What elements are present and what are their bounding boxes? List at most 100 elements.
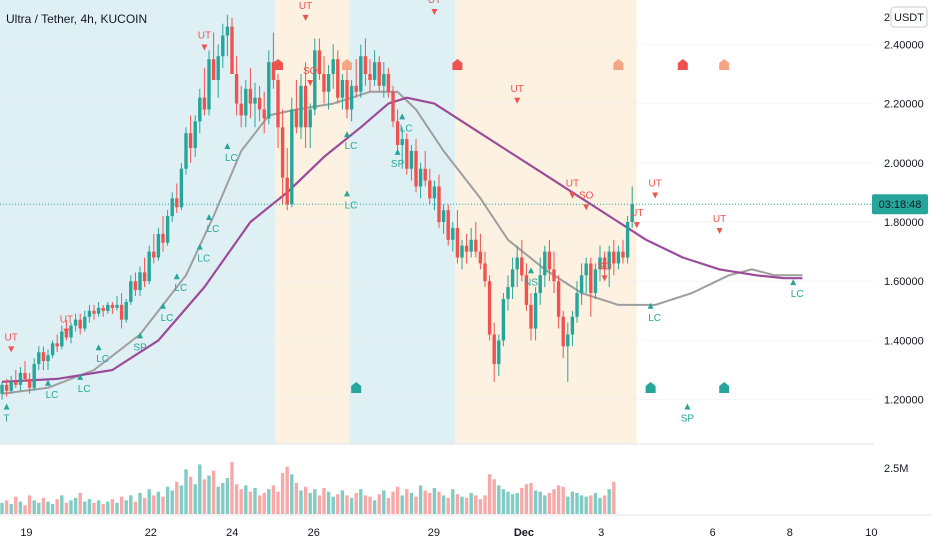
candle-body[interactable]	[593, 269, 598, 294]
candle-body[interactable]	[405, 139, 409, 169]
candle-body[interactable]	[331, 59, 335, 74]
candle-body[interactable]	[409, 150, 414, 169]
candle-body[interactable]	[115, 304, 119, 308]
candle-body[interactable]	[630, 204, 634, 222]
candle-body[interactable]	[575, 293, 579, 317]
candle-body[interactable]	[221, 35, 225, 57]
candle-body[interactable]	[363, 56, 368, 74]
candle-body[interactable]	[538, 275, 542, 294]
candle-body[interactable]	[152, 251, 156, 258]
candle-body[interactable]	[460, 245, 464, 258]
candle-body[interactable]	[478, 251, 483, 264]
candle-body[interactable]	[533, 293, 538, 329]
candle-body[interactable]	[349, 85, 354, 110]
candle-body[interactable]	[18, 372, 23, 385]
candle-body[interactable]	[193, 121, 197, 148]
candle-body[interactable]	[414, 150, 418, 187]
candle-body[interactable]	[110, 304, 115, 308]
candle-body[interactable]	[290, 109, 294, 205]
candle-body[interactable]	[244, 88, 248, 116]
candle-body[interactable]	[474, 239, 478, 252]
candle-body[interactable]	[386, 74, 391, 92]
candle-body[interactable]	[55, 343, 59, 347]
candle-body[interactable]	[510, 269, 515, 288]
candle-body[interactable]	[46, 355, 50, 362]
candle-body[interactable]	[506, 287, 510, 299]
candle-body[interactable]	[165, 216, 170, 243]
candle-body[interactable]	[359, 56, 363, 92]
candle-body[interactable]	[96, 307, 101, 314]
candle-body[interactable]	[377, 62, 381, 86]
candle-body[interactable]	[579, 275, 584, 294]
candle-body[interactable]	[73, 319, 78, 326]
candle-body[interactable]	[529, 304, 533, 329]
candle-body[interactable]	[27, 378, 32, 388]
candle-body[interactable]	[561, 316, 565, 347]
currency-badge[interactable]	[890, 6, 928, 28]
candle-body[interactable]	[257, 97, 262, 110]
candle-body[interactable]	[23, 372, 27, 379]
candle-body[interactable]	[589, 263, 593, 294]
candle-body[interactable]	[423, 168, 427, 181]
candle-body[interactable]	[395, 121, 400, 146]
candle-body[interactable]	[524, 275, 529, 305]
candle-body[interactable]	[584, 263, 588, 276]
candle-body[interactable]	[133, 281, 138, 291]
candle-body[interactable]	[138, 272, 142, 291]
candle-body[interactable]	[322, 74, 326, 92]
candle-body[interactable]	[308, 109, 312, 128]
candle-body[interactable]	[372, 62, 377, 80]
candle-body[interactable]	[336, 59, 340, 98]
candle-body[interactable]	[299, 85, 303, 128]
candle-body[interactable]	[179, 168, 184, 208]
candle-body[interactable]	[124, 301, 128, 320]
candle-body[interactable]	[547, 251, 552, 270]
candle-body[interactable]	[211, 59, 216, 80]
candle-body[interactable]	[451, 227, 455, 240]
candle-body[interactable]	[248, 88, 253, 104]
candle-body[interactable]	[616, 251, 621, 264]
candle-body[interactable]	[294, 109, 299, 128]
candle-body[interactable]	[556, 281, 561, 317]
candle-body[interactable]	[106, 304, 110, 311]
candle-body[interactable]	[4, 384, 9, 391]
candle-body[interactable]	[225, 26, 230, 36]
candle-body[interactable]	[78, 319, 82, 329]
candle-body[interactable]	[303, 85, 308, 128]
candle-body[interactable]	[92, 310, 96, 314]
candle-body[interactable]	[276, 79, 280, 128]
candle-body[interactable]	[446, 210, 450, 240]
candle-body[interactable]	[156, 233, 161, 258]
candle-body[interactable]	[69, 325, 73, 338]
candle-body[interactable]	[119, 304, 124, 320]
candle-body[interactable]	[50, 343, 55, 356]
candle-body[interactable]	[202, 97, 207, 110]
candle-body[interactable]	[598, 257, 602, 270]
candle-body[interactable]	[354, 85, 358, 92]
candle-body[interactable]	[175, 198, 179, 208]
candle-body[interactable]	[570, 316, 575, 335]
candle-body[interactable]	[469, 239, 473, 252]
candle-body[interactable]	[262, 109, 266, 119]
candle-body[interactable]	[188, 133, 193, 148]
candle-body[interactable]	[271, 62, 276, 80]
candle-body[interactable]	[441, 210, 446, 222]
candle-body[interactable]	[313, 50, 317, 110]
candle-body[interactable]	[230, 26, 234, 74]
candle-body[interactable]	[345, 79, 349, 110]
candle-body[interactable]	[455, 227, 460, 258]
candle-body[interactable]	[170, 198, 174, 217]
candle-body[interactable]	[497, 340, 501, 365]
candle-body[interactable]	[184, 133, 188, 169]
candle-body[interactable]	[0, 384, 4, 394]
candle-body[interactable]	[400, 139, 404, 146]
candle-body[interactable]	[267, 62, 271, 119]
candle-body[interactable]	[9, 381, 13, 391]
candle-body[interactable]	[501, 298, 506, 341]
candle-body[interactable]	[483, 263, 487, 282]
candle-body[interactable]	[428, 180, 432, 199]
candle-body[interactable]	[368, 74, 372, 80]
candle-body[interactable]	[87, 310, 92, 317]
candle-body[interactable]	[607, 251, 611, 270]
candle-body[interactable]	[101, 307, 105, 311]
